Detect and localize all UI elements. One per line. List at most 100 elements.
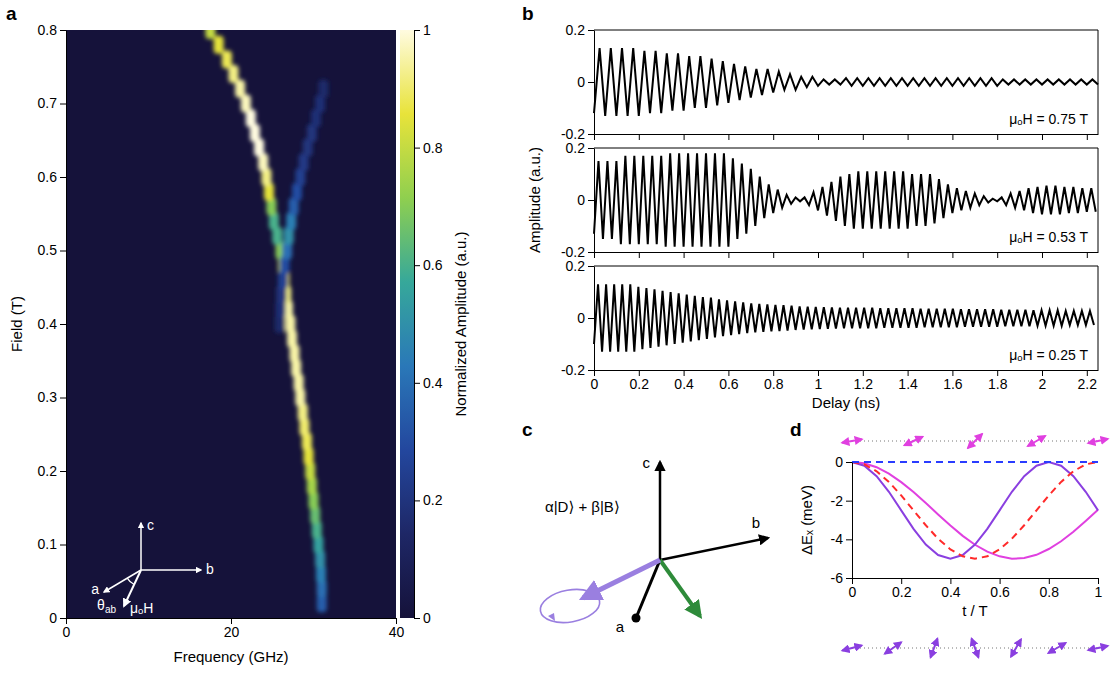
annotation: μₒH = 0.53 T (1009, 229, 1088, 245)
panel-line: 00.20.40.60.811.21.41.61.822.2-0.200.2μₒ… (561, 258, 1099, 392)
tick (728, 252, 729, 258)
tick-mark (846, 462, 852, 463)
angle-arc (127, 578, 134, 584)
tick-label: 0.8 (1040, 584, 1060, 600)
tick-label: 0.4 (423, 375, 443, 391)
tick-label: 0.2 (423, 492, 443, 508)
x-axis: 02040 (63, 618, 405, 640)
colorbar-title: Normalized Amplitude (a.u.) (452, 231, 469, 416)
tick-mark (952, 252, 953, 258)
tick (863, 252, 864, 258)
tick-mark (639, 134, 640, 140)
tick: 0 (577, 310, 594, 326)
tick: 0 (49, 610, 66, 626)
tick-mark (1087, 134, 1088, 140)
tick: 0 (591, 370, 599, 392)
tick-label: 0 (849, 584, 857, 600)
axis-title: Frequency (GHz) (173, 648, 288, 665)
vector-arrow (660, 560, 700, 616)
tick-mark (908, 134, 909, 140)
series-line (594, 284, 1094, 352)
orbit-arrowhead (548, 613, 555, 621)
marks (594, 153, 1096, 247)
tick-label: 0 (591, 376, 599, 392)
tick: 0 (835, 454, 852, 470)
axis-title: Delay (ns) (812, 394, 880, 411)
tick-mark (773, 252, 774, 258)
spin-arrow (1088, 646, 1108, 650)
tick-label: 2 (1039, 376, 1047, 392)
tick: 1.6 (943, 370, 963, 392)
diagram-c: cbaα|D⟩ + β|B⟩ (538, 454, 768, 635)
tick-mark (863, 134, 864, 140)
text-part: θ (97, 597, 105, 613)
tick-label: 1.2 (854, 376, 874, 392)
tick-label: 0.2 (630, 376, 650, 392)
tick-mark (414, 383, 420, 384)
tick (908, 252, 909, 258)
tick-label: 0.7 (38, 95, 58, 111)
axis-line (595, 370, 1099, 371)
tick (1087, 252, 1088, 258)
tick (684, 134, 685, 140)
tick-label: 0.6 (423, 257, 443, 273)
tick: 0.7 (38, 95, 66, 111)
arrow-row (842, 434, 1108, 448)
tick-mark (588, 252, 594, 253)
spin-arrow (968, 434, 982, 448)
axis-line (594, 149, 595, 253)
y-axis: -6-4-20 (831, 454, 853, 586)
plot-background (66, 30, 396, 618)
frame (594, 266, 1098, 267)
tick: 40 (389, 618, 405, 640)
inset-label: b (206, 561, 214, 577)
spin-arrow (1088, 439, 1108, 443)
series-line (852, 462, 1098, 559)
tick-label: -4 (831, 531, 844, 547)
marks (205, 30, 328, 612)
tick: 0.4 (38, 316, 66, 332)
tick: 0.8 (764, 370, 784, 392)
tick: 1 (1095, 578, 1103, 600)
axis-name: a (616, 618, 625, 635)
tick: 0.6 (414, 257, 443, 273)
tick (684, 252, 685, 258)
tick: 0 (577, 74, 594, 90)
tick (594, 134, 595, 140)
x-axis (595, 252, 1099, 258)
tick: 0.6 (990, 578, 1010, 600)
heat-cell (205, 30, 215, 39)
axis-line (595, 252, 1099, 253)
spin-arrow (1028, 436, 1045, 446)
tick-label: 0.1 (38, 536, 58, 552)
tick: 0.1 (38, 536, 66, 552)
tick (818, 252, 819, 258)
y-axis: -0.200.2 (561, 258, 595, 378)
tick-mark (414, 500, 420, 501)
tick-mark (728, 252, 729, 258)
tick-label: 0.8 (38, 22, 58, 38)
inset-label: μₒH (130, 600, 153, 616)
series-line (852, 462, 1098, 559)
tick-label: 20 (224, 624, 240, 640)
tick-label: 0 (577, 310, 585, 326)
tick-mark (818, 134, 819, 140)
tick: 2 (1039, 370, 1047, 392)
tick-label: 0 (835, 454, 843, 470)
tick-label: 1 (423, 22, 431, 38)
tick: 0.3 (38, 389, 66, 405)
tick-mark (588, 370, 594, 371)
tick-label: 0.2 (566, 22, 586, 38)
tick-label: 0.5 (38, 242, 58, 258)
axis-line (66, 31, 67, 619)
tick (997, 134, 998, 140)
series-group (205, 30, 328, 612)
frame (1098, 30, 1099, 134)
tick: 1.4 (898, 370, 918, 392)
tick: 0 (414, 610, 431, 626)
y-axis: -0.200.2 (561, 22, 595, 142)
tick: 0.2 (630, 370, 650, 392)
tick (773, 134, 774, 140)
tick-label: 0 (49, 610, 57, 626)
annotation: μₒH = 0.75 T (1009, 111, 1088, 127)
